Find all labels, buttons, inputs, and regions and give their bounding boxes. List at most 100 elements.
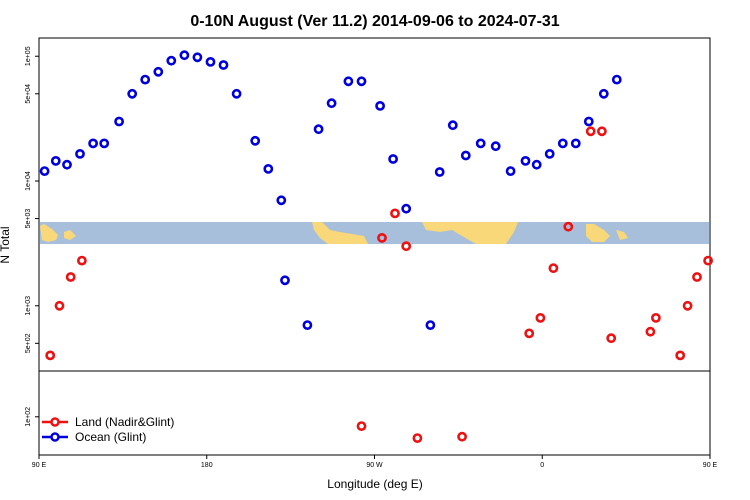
ocean-point: [250, 135, 261, 146]
land-point: [45, 350, 56, 361]
ocean-point: [401, 203, 412, 214]
y-axis: 1e+02 5e+02 1e+03 5e+03 1e+04 5e+04 1e+05: [25, 46, 39, 427]
upper-panel: [38, 37, 711, 372]
ocean-point: [62, 159, 72, 170]
land-point: [77, 255, 87, 266]
ocean-point: [326, 98, 337, 109]
land-point: [682, 300, 693, 311]
ocean-point: [557, 138, 568, 149]
x-tick-label: 90 E: [32, 462, 47, 469]
map-strip: [40, 222, 709, 244]
land-point: [390, 208, 400, 219]
legend-ocean-label: Ocean (Glint): [75, 430, 146, 444]
land-point: [651, 312, 661, 323]
ocean-point: [447, 120, 458, 131]
upper-panel-frame: [38, 37, 711, 372]
ocean-point: [218, 60, 229, 70]
ocean-point: [570, 138, 581, 149]
land-point: [548, 263, 559, 274]
y-tick-label: 5e+02: [25, 333, 32, 353]
x-tick-label: 180: [201, 462, 213, 469]
ocean-point: [140, 74, 151, 85]
x-axis-label: Longitude (deg E): [327, 477, 422, 491]
ocean-point: [598, 88, 609, 99]
ocean-point: [166, 55, 177, 66]
ocean-point: [490, 141, 501, 152]
land-point: [356, 421, 367, 431]
legend-land-label: Land (Nadir&Glint): [75, 415, 174, 429]
land-point: [585, 126, 596, 137]
map-land-south-america: [312, 222, 368, 244]
ocean-point: [88, 138, 98, 149]
ocean-point: [205, 57, 216, 67]
map-land-africa: [422, 222, 518, 244]
ocean-point: [505, 166, 516, 176]
ocean-point: [544, 148, 555, 159]
legend: Land (Nadir&Glint) Ocean (Glint): [42, 415, 174, 444]
ocean-point: [531, 159, 542, 170]
land-point: [597, 126, 607, 137]
map-land-island-right: [616, 230, 628, 240]
ocean-point: [276, 195, 287, 206]
y-axis-label: N Total: [0, 226, 12, 263]
ocean-point: [375, 101, 385, 111]
ocean-point: [475, 138, 486, 149]
land-point: [377, 232, 387, 243]
map-land-indonesia: [40, 224, 58, 242]
y-tick-label: 1e+04: [25, 171, 32, 191]
ocean-point: [356, 76, 367, 87]
x-axis: 90 E 180 90 W 0 90 E: [32, 455, 718, 469]
map-ocean-band: [40, 222, 709, 244]
ocean-point: [460, 150, 471, 161]
land-point: [412, 433, 423, 443]
land-point: [606, 333, 617, 344]
y-tick-label: 5e+04: [25, 84, 32, 104]
ocean-point: [179, 50, 190, 61]
ocean-point: [302, 320, 313, 330]
data-points: [39, 50, 713, 443]
land-point: [645, 326, 656, 337]
land-point: [535, 312, 546, 323]
y-tick-label: 1e+05: [25, 46, 32, 66]
y-tick-label: 1e+03: [25, 296, 32, 316]
ocean-point: [583, 116, 594, 127]
ocean-point: [127, 88, 138, 99]
ocean-point: [263, 163, 274, 174]
y-tick-label: 5e+03: [25, 209, 32, 229]
ocean-point: [114, 116, 124, 127]
ocean-point: [388, 154, 398, 164]
land-point: [401, 241, 412, 252]
map-land-island: [64, 230, 76, 240]
ocean-point: [153, 66, 164, 77]
x-tick-label: 90 E: [703, 462, 718, 469]
land-point: [692, 272, 702, 282]
land-point: [675, 350, 686, 361]
legend-ocean-marker: [50, 432, 60, 442]
ocean-point: [425, 320, 436, 330]
ocean-point: [39, 166, 50, 176]
ocean-point: [192, 52, 203, 63]
ocean-point: [434, 167, 445, 177]
x-tick-label: 0: [540, 462, 544, 469]
legend-land-marker: [50, 417, 60, 427]
ocean-point: [99, 138, 110, 149]
ocean-point: [343, 76, 354, 87]
land-point: [524, 328, 535, 339]
y-tick-label: 1e+02: [25, 407, 32, 427]
ocean-point: [75, 148, 85, 159]
ocean-point: [520, 155, 531, 166]
land-point: [54, 300, 65, 311]
land-point: [65, 272, 76, 282]
ocean-point: [50, 155, 61, 166]
land-point: [563, 221, 574, 232]
ocean-point: [313, 124, 324, 135]
land-point: [457, 431, 467, 442]
map-land-indonesia-right: [586, 224, 610, 242]
land-point: [703, 255, 713, 266]
x-tick-label: 90 W: [366, 462, 383, 469]
ocean-point: [611, 74, 622, 85]
ocean-point: [231, 88, 242, 99]
chart-title: 0-10N August (Ver 11.2) 2014-09-06 to 20…: [190, 13, 559, 30]
ocean-point: [280, 275, 290, 286]
